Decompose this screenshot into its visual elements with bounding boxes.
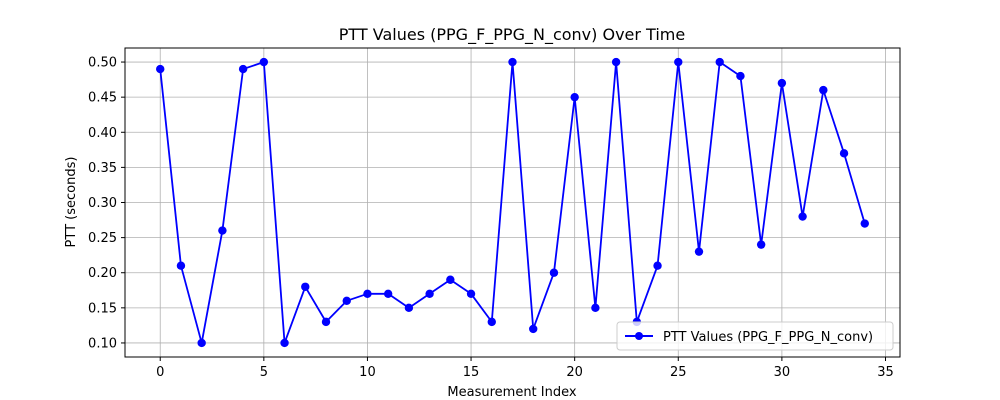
data-point [218,226,227,235]
y-tick-label: 0.10 [88,336,117,351]
data-point [342,296,351,306]
legend-marker [635,332,643,340]
data-point [860,219,869,228]
x-tick-label: 35 [877,365,894,380]
data-point [404,303,414,313]
data-point [259,57,269,67]
data-point [156,64,165,74]
x-axis: 0 5 10 15 20 25 30 35 [156,357,894,380]
data-point [798,212,807,221]
data-point [653,261,662,270]
y-axis: 0.10 0.15 0.20 0.25 0.30 0.35 0.40 0.45 0.50 [88,56,125,351]
x-axis-label: Measurement Index [447,385,576,400]
x-tick-label: 10 [359,365,376,380]
y-axis-label: PTT (seconds) [64,157,79,248]
x-tick-label: 30 [774,365,791,380]
data-point [301,282,310,291]
data-point [197,338,206,348]
data-point [238,64,248,74]
data-point [487,317,496,327]
data-point [529,324,538,334]
data-point [176,261,186,270]
y-tick-label: 0.20 [88,266,117,281]
data-point [839,149,849,158]
y-tick-label: 0.50 [88,56,117,71]
y-tick-label: 0.15 [88,301,117,316]
legend: PTT Values (PPG_F_PPG_N_conv) [616,321,894,351]
data-point [777,78,787,88]
x-tick-label: 5 [260,365,268,380]
data-point [425,289,434,298]
data-point [819,85,828,95]
data-point [446,275,455,284]
legend-box [616,321,894,351]
data-point [466,289,476,298]
x-tick-label: 20 [566,365,583,380]
data-point [280,338,289,348]
data-point [508,57,517,67]
x-tick-label: 15 [463,365,480,380]
y-tick-label: 0.30 [88,196,117,211]
legend-label: PTT Values (PPG_F_PPG_N_conv) [663,330,873,345]
data-point [756,240,766,249]
data-point [383,289,393,298]
x-tick-label: 0 [156,365,164,380]
data-point [363,289,372,298]
data-point [736,71,745,81]
chart-title: PTT Values (PPG_F_PPG_N_conv) Over Time [339,25,685,45]
grid [125,48,900,357]
data-point [591,303,600,313]
data-point [549,268,559,277]
y-tick-label: 0.25 [88,231,117,246]
y-tick-label: 0.40 [88,126,117,141]
data-point [321,317,331,327]
series-layer [156,57,869,348]
x-tick-label: 25 [670,365,687,380]
y-tick-label: 0.35 [88,161,117,176]
data-point [611,57,621,67]
data-point [715,57,724,67]
data-point [694,247,704,256]
y-tick-label: 0.45 [88,91,117,106]
data-point [570,92,579,102]
data-point [674,57,683,67]
